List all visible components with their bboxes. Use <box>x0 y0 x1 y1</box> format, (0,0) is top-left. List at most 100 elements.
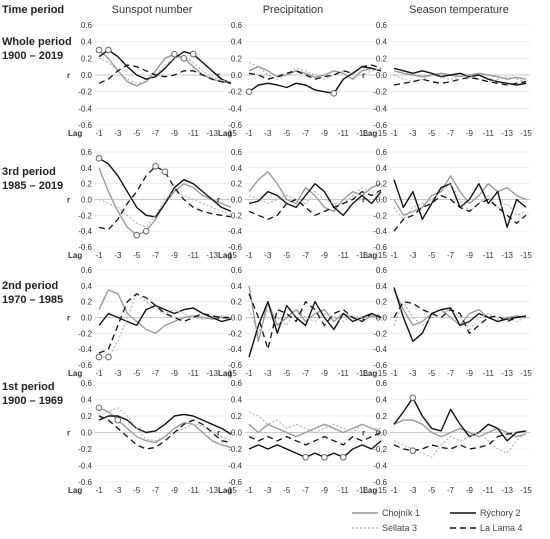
panel-first-temp-xtick-label: -15 <box>520 486 532 495</box>
panel-third-precip: 0.6 0.4 0.2 0.0 -0.2 -0.4 -0.6 r Lag -1 -3 -5 -7 -9 -1… <box>217 148 387 260</box>
panel-first-sunspot-xtick-label: -13 <box>206 486 218 495</box>
panel-third-precip-series-3 <box>248 187 382 205</box>
panel-second-sunspot-marker <box>105 353 112 361</box>
panel-whole-temp-ytick-label: 0.4 <box>376 38 388 47</box>
header-precipitation: Precipitation <box>263 4 324 16</box>
panel-whole-sunspot-xtick-label: -3 <box>114 129 122 138</box>
panel-first-sunspot-xtick-label: -15 <box>225 486 237 495</box>
panel-first-precip-series-4 <box>248 431 382 446</box>
panel-third-precip-xtick-label: -5 <box>283 251 291 260</box>
panel-whole-precip-ytick-label: 0.4 <box>231 38 243 47</box>
panel-second-temp-xtick-label: -15 <box>520 369 532 378</box>
panel-first-temp-xtick-label: -1 <box>390 486 398 495</box>
panel-first-temp-ytick-label: 0.2 <box>376 412 388 421</box>
panel-whole-sunspot-marker <box>105 46 112 54</box>
panel-whole-sunspot-marker <box>171 50 178 58</box>
panel-whole-sunspot-xtick-label: -15 <box>225 129 237 138</box>
panel-first-sunspot: 0.6 0.4 0.2 0.0 -0.2 -0.4 -0.6 r Lag -1 -3 -5 -7 -9 -1… <box>67 379 237 495</box>
panel-first-temp-ytick-label: 0.4 <box>376 396 388 405</box>
panel-second-precip-ytick-label: -0.2 <box>228 329 242 338</box>
panel-third-sunspot-marker <box>152 162 159 170</box>
panel-first-sunspot-ytick-label: -0.4 <box>78 462 92 471</box>
panel-third-sunspot-ytick-label: 0.2 <box>81 180 93 189</box>
panel-whole-sunspot: 0.6 0.4 0.2 0.0 -0.2 -0.4 -0.6 r Lag -1 -3 -5 -7 -9 -1… <box>67 21 237 138</box>
panel-third-precip-xtick-label: -9 <box>321 251 329 260</box>
panel-third-sunspot-marker <box>142 227 150 235</box>
panel-first-temp-ytick-label: -0.4 <box>373 462 387 471</box>
panel-third-temp-ylabel: r <box>362 196 365 205</box>
panel-second-sunspot-ytick-label: -0.2 <box>78 329 92 338</box>
panel-first-sunspot-xlabel: Lag <box>68 486 82 495</box>
panel-second-precip-series-3 <box>248 309 382 334</box>
panel-third-precip-series-4 <box>248 189 382 220</box>
panel-first-precip-series-2 <box>248 440 382 458</box>
panel-second-precip-xtick-label: -3 <box>264 369 272 378</box>
panel-whole-sunspot-ytick-label: -0.2 <box>78 88 92 97</box>
panel-second-temp-ytick-label: 0.2 <box>376 298 388 307</box>
panel-first-sunspot-xtick-label: -3 <box>114 486 122 495</box>
panel-second-sunspot-xlabel: Lag <box>68 369 82 378</box>
panel-second-temp-xtick-label: -9 <box>466 369 474 378</box>
panel-whole-precip-xtick-label: -9 <box>321 129 329 138</box>
row-label-third-years: 1985 – 2019 <box>2 180 63 192</box>
panel-third-sunspot-ytick-label: 0.0 <box>81 196 93 205</box>
panel-third-sunspot-series-2 <box>98 157 232 218</box>
panel-third-precip-series-2 <box>248 182 382 217</box>
panel-third-temp-ytick-label: 0.2 <box>376 180 388 189</box>
panel-first-sunspot-series-2 <box>98 413 232 435</box>
panel-second-sunspot-marker <box>95 353 103 361</box>
panel-third-sunspot-ytick-label: 0.4 <box>81 164 93 173</box>
panel-third-temp-xtick-label: -13 <box>501 251 513 260</box>
panel-second-temp-xtick-label: -5 <box>428 369 436 378</box>
panel-whole-precip-xtick-label: -5 <box>283 129 291 138</box>
panel-first-sunspot-ytick-label: -0.2 <box>78 445 92 454</box>
panel-second-temp-xtick-label: -7 <box>447 369 455 378</box>
panel-whole-temp: 0.6 0.4 0.2 0.0 -0.2 -0.4 -0.6 r Lag -1 -3 -5 -7 -9 -1… <box>362 21 532 138</box>
panel-third-sunspot: 0.6 0.4 0.2 0.0 -0.2 -0.4 -0.6 r Lag -1 -3 -5 -7 -9 -1… <box>67 148 237 260</box>
panel-second-sunspot-series-3 <box>99 293 232 358</box>
panel-second-temp-ytick-label: -0.4 <box>373 345 387 354</box>
panel-first-sunspot-xtick-label: -9 <box>171 486 179 495</box>
panel-first-precip-marker <box>339 453 347 461</box>
legend-label-chojnik: Chojník 1 <box>382 508 420 518</box>
panel-third-precip-ytick-label: 0.2 <box>231 180 243 189</box>
panel-first-temp-series-1 <box>393 419 527 438</box>
panel-third-sunspot-xtick-label: -5 <box>133 251 141 260</box>
panel-third-precip-xtick-label: -7 <box>302 251 310 260</box>
header-time-period: Time period <box>2 4 64 16</box>
panel-third-temp-xlabel: Lag <box>363 251 377 260</box>
panel-second-sunspot-xtick-label: -13 <box>206 369 218 378</box>
panel-third-sunspot-ytick-label: 0.6 <box>81 148 93 157</box>
panel-second-sunspot-series-1 <box>98 289 232 334</box>
panel-second-temp-ytick-label: 0.6 <box>376 266 388 275</box>
panel-third-temp-xtick-label: -9 <box>466 251 474 260</box>
panel-second-sunspot-xtick-label: -5 <box>133 369 141 378</box>
panel-second-precip-xtick-label: -5 <box>283 369 291 378</box>
row-label-whole: Whole period 1900 – 2019 <box>2 36 72 62</box>
panel-third-sunspot-xtick-label: -3 <box>114 251 122 260</box>
panel-whole-precip-series-4 <box>248 64 382 80</box>
panel-second-temp-xtick-label: -1 <box>390 369 398 378</box>
panel-whole-temp-ytick-label: -0.2 <box>373 88 387 97</box>
panel-whole-sunspot-ytick-label: 0.2 <box>81 54 93 63</box>
panel-third-temp-series-2 <box>393 179 527 228</box>
panel-second-precip-xtick-label: -1 <box>245 369 253 378</box>
panel-whole-precip-xtick-label: -1 <box>245 129 253 138</box>
panel-third-temp-xtick-label: -5 <box>428 251 436 260</box>
panel-third-temp-series-4 <box>393 194 527 232</box>
panel-whole-temp-xtick-label: -9 <box>466 129 474 138</box>
panel-whole-sunspot-xtick-label: -9 <box>171 129 179 138</box>
panel-first-precip-xtick-label: -3 <box>264 486 272 495</box>
panel-whole-sunspot-xtick-label: -7 <box>152 129 160 138</box>
panel-first-temp-xlabel: Lag <box>363 486 377 495</box>
panel-whole-precip-ytick-label: 0.6 <box>231 21 243 30</box>
panel-third-sunspot-marker <box>133 231 141 239</box>
panel-whole-sunspot-ylabel: r <box>67 71 70 80</box>
panel-second-sunspot-ylabel: r <box>67 314 70 323</box>
panel-third-sunspot-xtick-label: -1 <box>95 251 103 260</box>
panel-second-precip-series-1 <box>248 285 382 342</box>
panel-third-temp-ytick-label: -0.4 <box>373 227 387 236</box>
panel-second-sunspot-xtick-label: -15 <box>225 369 237 378</box>
header-sunspot: Sunspot number <box>112 4 193 16</box>
